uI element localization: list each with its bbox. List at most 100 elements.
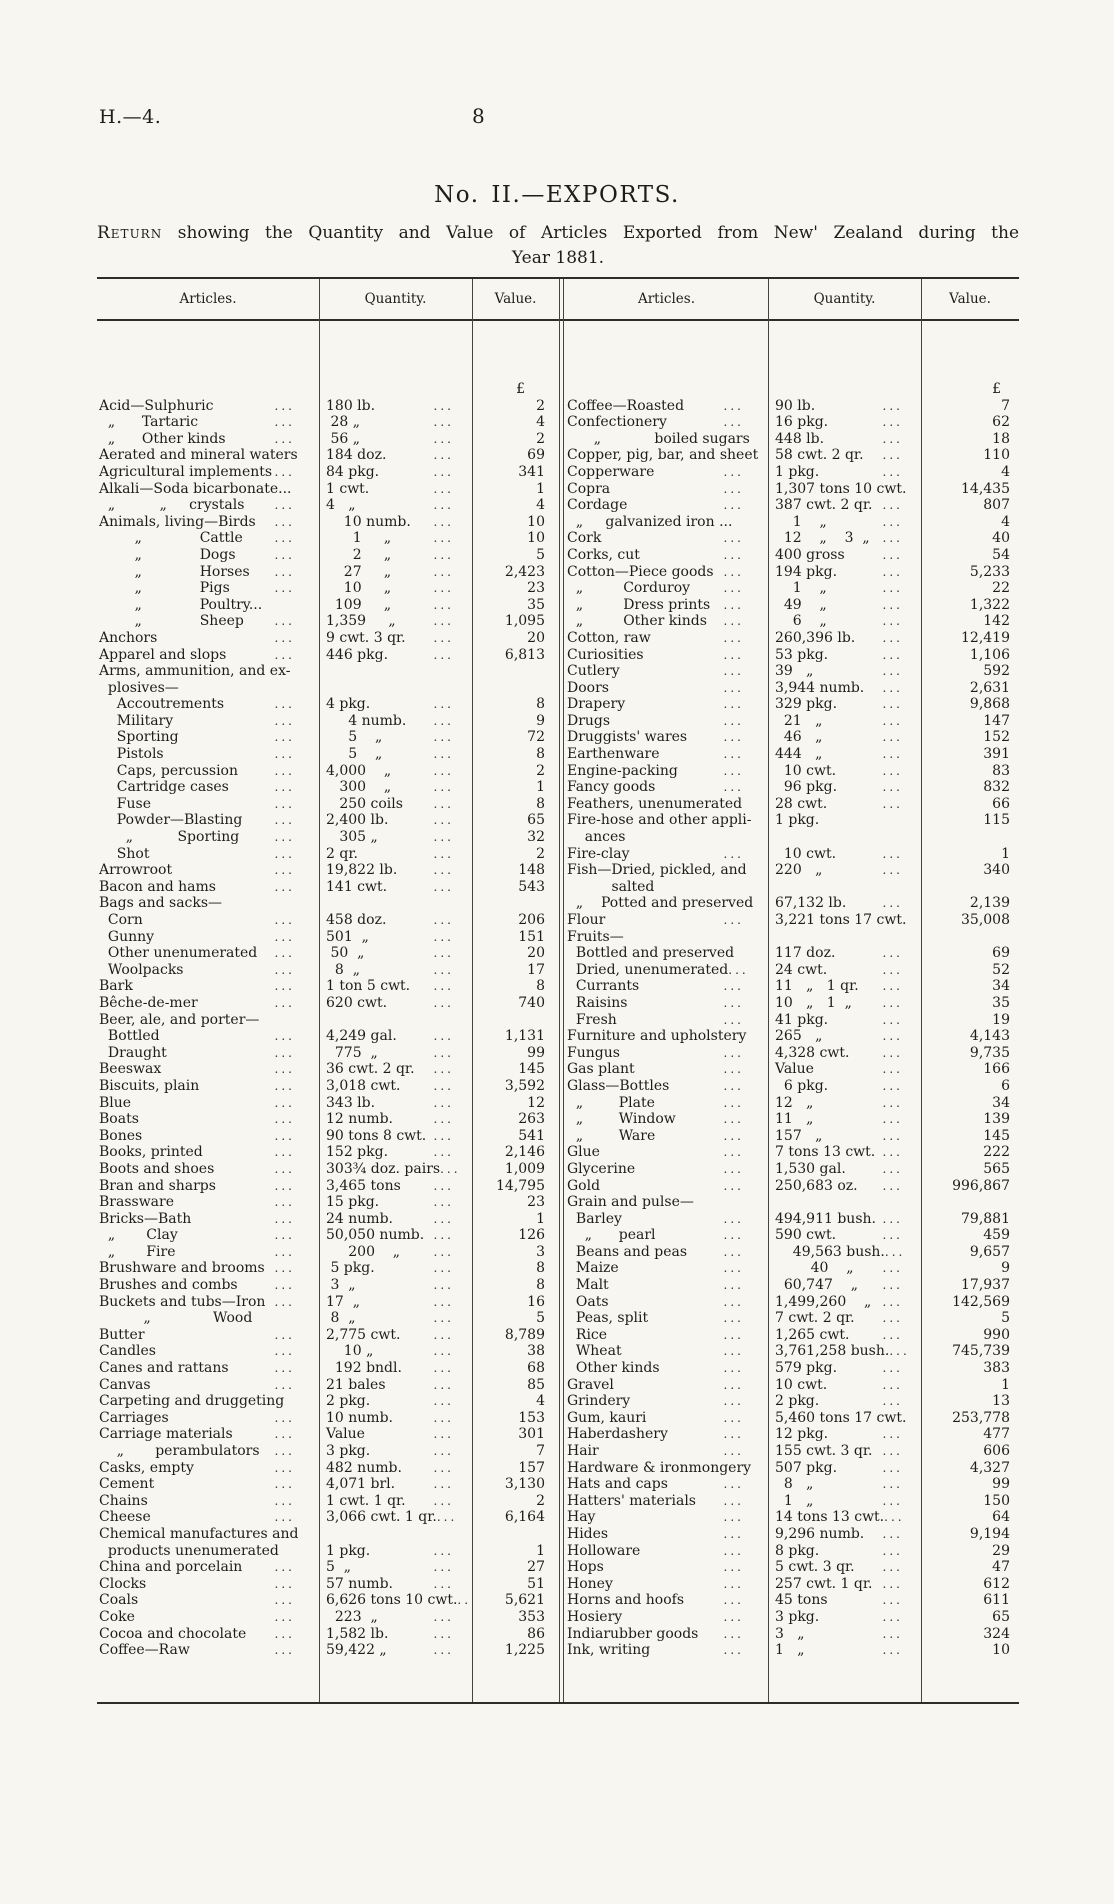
table-row: Drapery... 329 pkg.... 9,868 [565, 696, 1019, 713]
dot-leader: ... [882, 1394, 903, 1409]
dot-leader: ... [433, 813, 454, 828]
table-header-row: Articles. Quantity. Value. Articles. Qua… [97, 279, 1019, 321]
quantity-cell: 6 pkg.... [768, 1078, 921, 1095]
article-cell: Caps, percussion... [97, 763, 319, 780]
article-cell: Sporting... [97, 729, 319, 746]
article-text: „ Tartaric [99, 414, 199, 431]
article-text: „ Pigs [99, 580, 230, 597]
article-cell [565, 381, 768, 398]
dot-leader: ... [882, 730, 903, 745]
quantity-text: 303¾ doz. pairs [326, 1160, 441, 1177]
dot-leader: ... [433, 1576, 454, 1591]
quantity-text: 1 ton 5 cwt. [326, 978, 411, 995]
article-cell: Brushes and combs... [97, 1277, 319, 1294]
quantity-cell: 9 cwt. 3 qr.... [319, 630, 472, 647]
quantity-text: 200 „ [326, 1243, 401, 1260]
quantity-text: 223 „ [326, 1608, 378, 1625]
dot-leader: ... [882, 1526, 903, 1541]
quantity-text: 8 „ [775, 1476, 814, 1493]
quantity-cell [768, 929, 921, 946]
article-cell: Cotton—Piece goods... [565, 564, 768, 581]
quantity-cell: 117 doz.... [768, 945, 921, 962]
table-row: Hats and caps... 8 „... 99 [565, 1476, 1019, 1493]
article-cell: Corn... [97, 912, 319, 929]
article-text: Cotton—Piece goods [567, 563, 714, 580]
quantity-cell: 446 pkg.... [319, 647, 472, 664]
article-text: Cocoa and chocolate [99, 1625, 247, 1642]
quantity-text: 4,000 „ [326, 762, 392, 779]
dot-leader: ... [882, 846, 903, 861]
table-row: Gravel... 10 cwt.... 1 [565, 1377, 1019, 1394]
table-row: Woolpacks... 8 „... 17 [97, 962, 559, 979]
quantity-text: 4 numb. [326, 712, 407, 729]
value-cell: 353 [518, 1608, 545, 1625]
quantity-text: 4,328 cwt. [775, 1044, 850, 1061]
table-row: Holloware... 8 pkg.... 29 [565, 1543, 1019, 1560]
dot-leader: ... [723, 1095, 744, 1110]
quantity-text: 14 tons 13 cwt. [775, 1509, 885, 1526]
dot-leader: ... [882, 431, 903, 446]
quantity-text: 6 pkg. [775, 1077, 829, 1094]
table-row: Flour... 3,221 tons 17 cwt. 35,008 [565, 912, 1019, 929]
article-cell: „ Wood [97, 1310, 319, 1327]
article-text: Grain and pulse— [567, 1194, 694, 1211]
quantity-cell: 1 pkg. [768, 812, 921, 829]
table-row: Canes and rattans... 192 bndl.... 68 [97, 1360, 559, 1377]
table-row: Copper, pig, bar, and sheet 58 cwt. 2 qr.… [565, 447, 1019, 464]
dot-leader: ... [433, 1062, 454, 1077]
article-text: Currants [567, 978, 640, 995]
table-right-half: £ Coffee—Roasted... 90 lb.... 7 Confectioner… [565, 319, 1019, 1659]
article-text: Blue [99, 1094, 132, 1111]
article-cell: Copra... [565, 481, 768, 498]
table-row: Chemical manufactures and [97, 1526, 559, 1543]
header-value-left: Value. [494, 291, 537, 307]
article-text: Canes and rattans [99, 1360, 229, 1377]
article-cell: Earthenware... [565, 746, 768, 763]
table-row: Fresh... 41 pkg.... 19 [565, 1012, 1019, 1029]
value-cell: 4 [1001, 463, 1010, 480]
dot-leader: ... [723, 1593, 744, 1608]
value-cell [472, 1012, 559, 1029]
quantity-cell: 2 qr.... [319, 846, 472, 863]
dot-leader: ... [882, 514, 903, 529]
quantity-cell: 775 „... [319, 1045, 472, 1062]
value-cell: 52 [992, 961, 1010, 978]
article-cell: Dried, unenumerated... [565, 962, 768, 979]
value-cell: 2,146 [504, 1144, 545, 1161]
quantity-text: 1 pkg. [775, 463, 820, 480]
dot-leader: ... [723, 1211, 744, 1226]
table-row: Cartridge cases... 300 „... 1 [97, 779, 559, 796]
quantity-text: 59,422 „ [326, 1642, 387, 1659]
dot-leader: ... [882, 664, 903, 679]
article-cell: Boots and shoes... [97, 1161, 319, 1178]
table-row: Corn... 458 doz.... 206 [97, 912, 559, 929]
value-cell: 147 [983, 712, 1010, 729]
quantity-text: 8 „ [326, 961, 360, 978]
article-cell: Hardware & ironmongery [565, 1460, 768, 1477]
quantity-text: 4,249 gal. [326, 1028, 397, 1045]
quantity-text: 7 cwt. 2 qr. [775, 1310, 855, 1327]
article-text: Bags and sacks— [99, 895, 223, 912]
dot-leader: ... [723, 1493, 744, 1508]
value-cell: 142,569 [952, 1293, 1010, 1310]
article-text: Cartridge cases [99, 779, 229, 796]
quantity-text: 60,747 „ [775, 1277, 858, 1294]
dot-leader: ... [882, 896, 903, 911]
article-text: Coals [99, 1592, 139, 1609]
dot-leader: ... [274, 1211, 295, 1226]
quantity-text: 1 „ [775, 1642, 805, 1659]
article-text: Curiosities [567, 646, 644, 663]
article-cell: Bags and sacks— [97, 895, 319, 912]
dot-leader: ... [274, 1278, 295, 1293]
article-cell: Fuse... [97, 796, 319, 813]
article-cell: Ink, writing... [565, 1642, 768, 1659]
value-cell: 139 [983, 1111, 1010, 1128]
dot-leader: ... [882, 1211, 903, 1226]
article-text: „ Sheep [99, 613, 244, 630]
article-text: Copperware [567, 463, 655, 480]
dot-leader: ... [433, 863, 454, 878]
article-cell: Raisins... [565, 995, 768, 1012]
dot-leader: ... [274, 730, 295, 745]
article-cell: Military... [97, 713, 319, 730]
dot-leader: ... [433, 1460, 454, 1475]
